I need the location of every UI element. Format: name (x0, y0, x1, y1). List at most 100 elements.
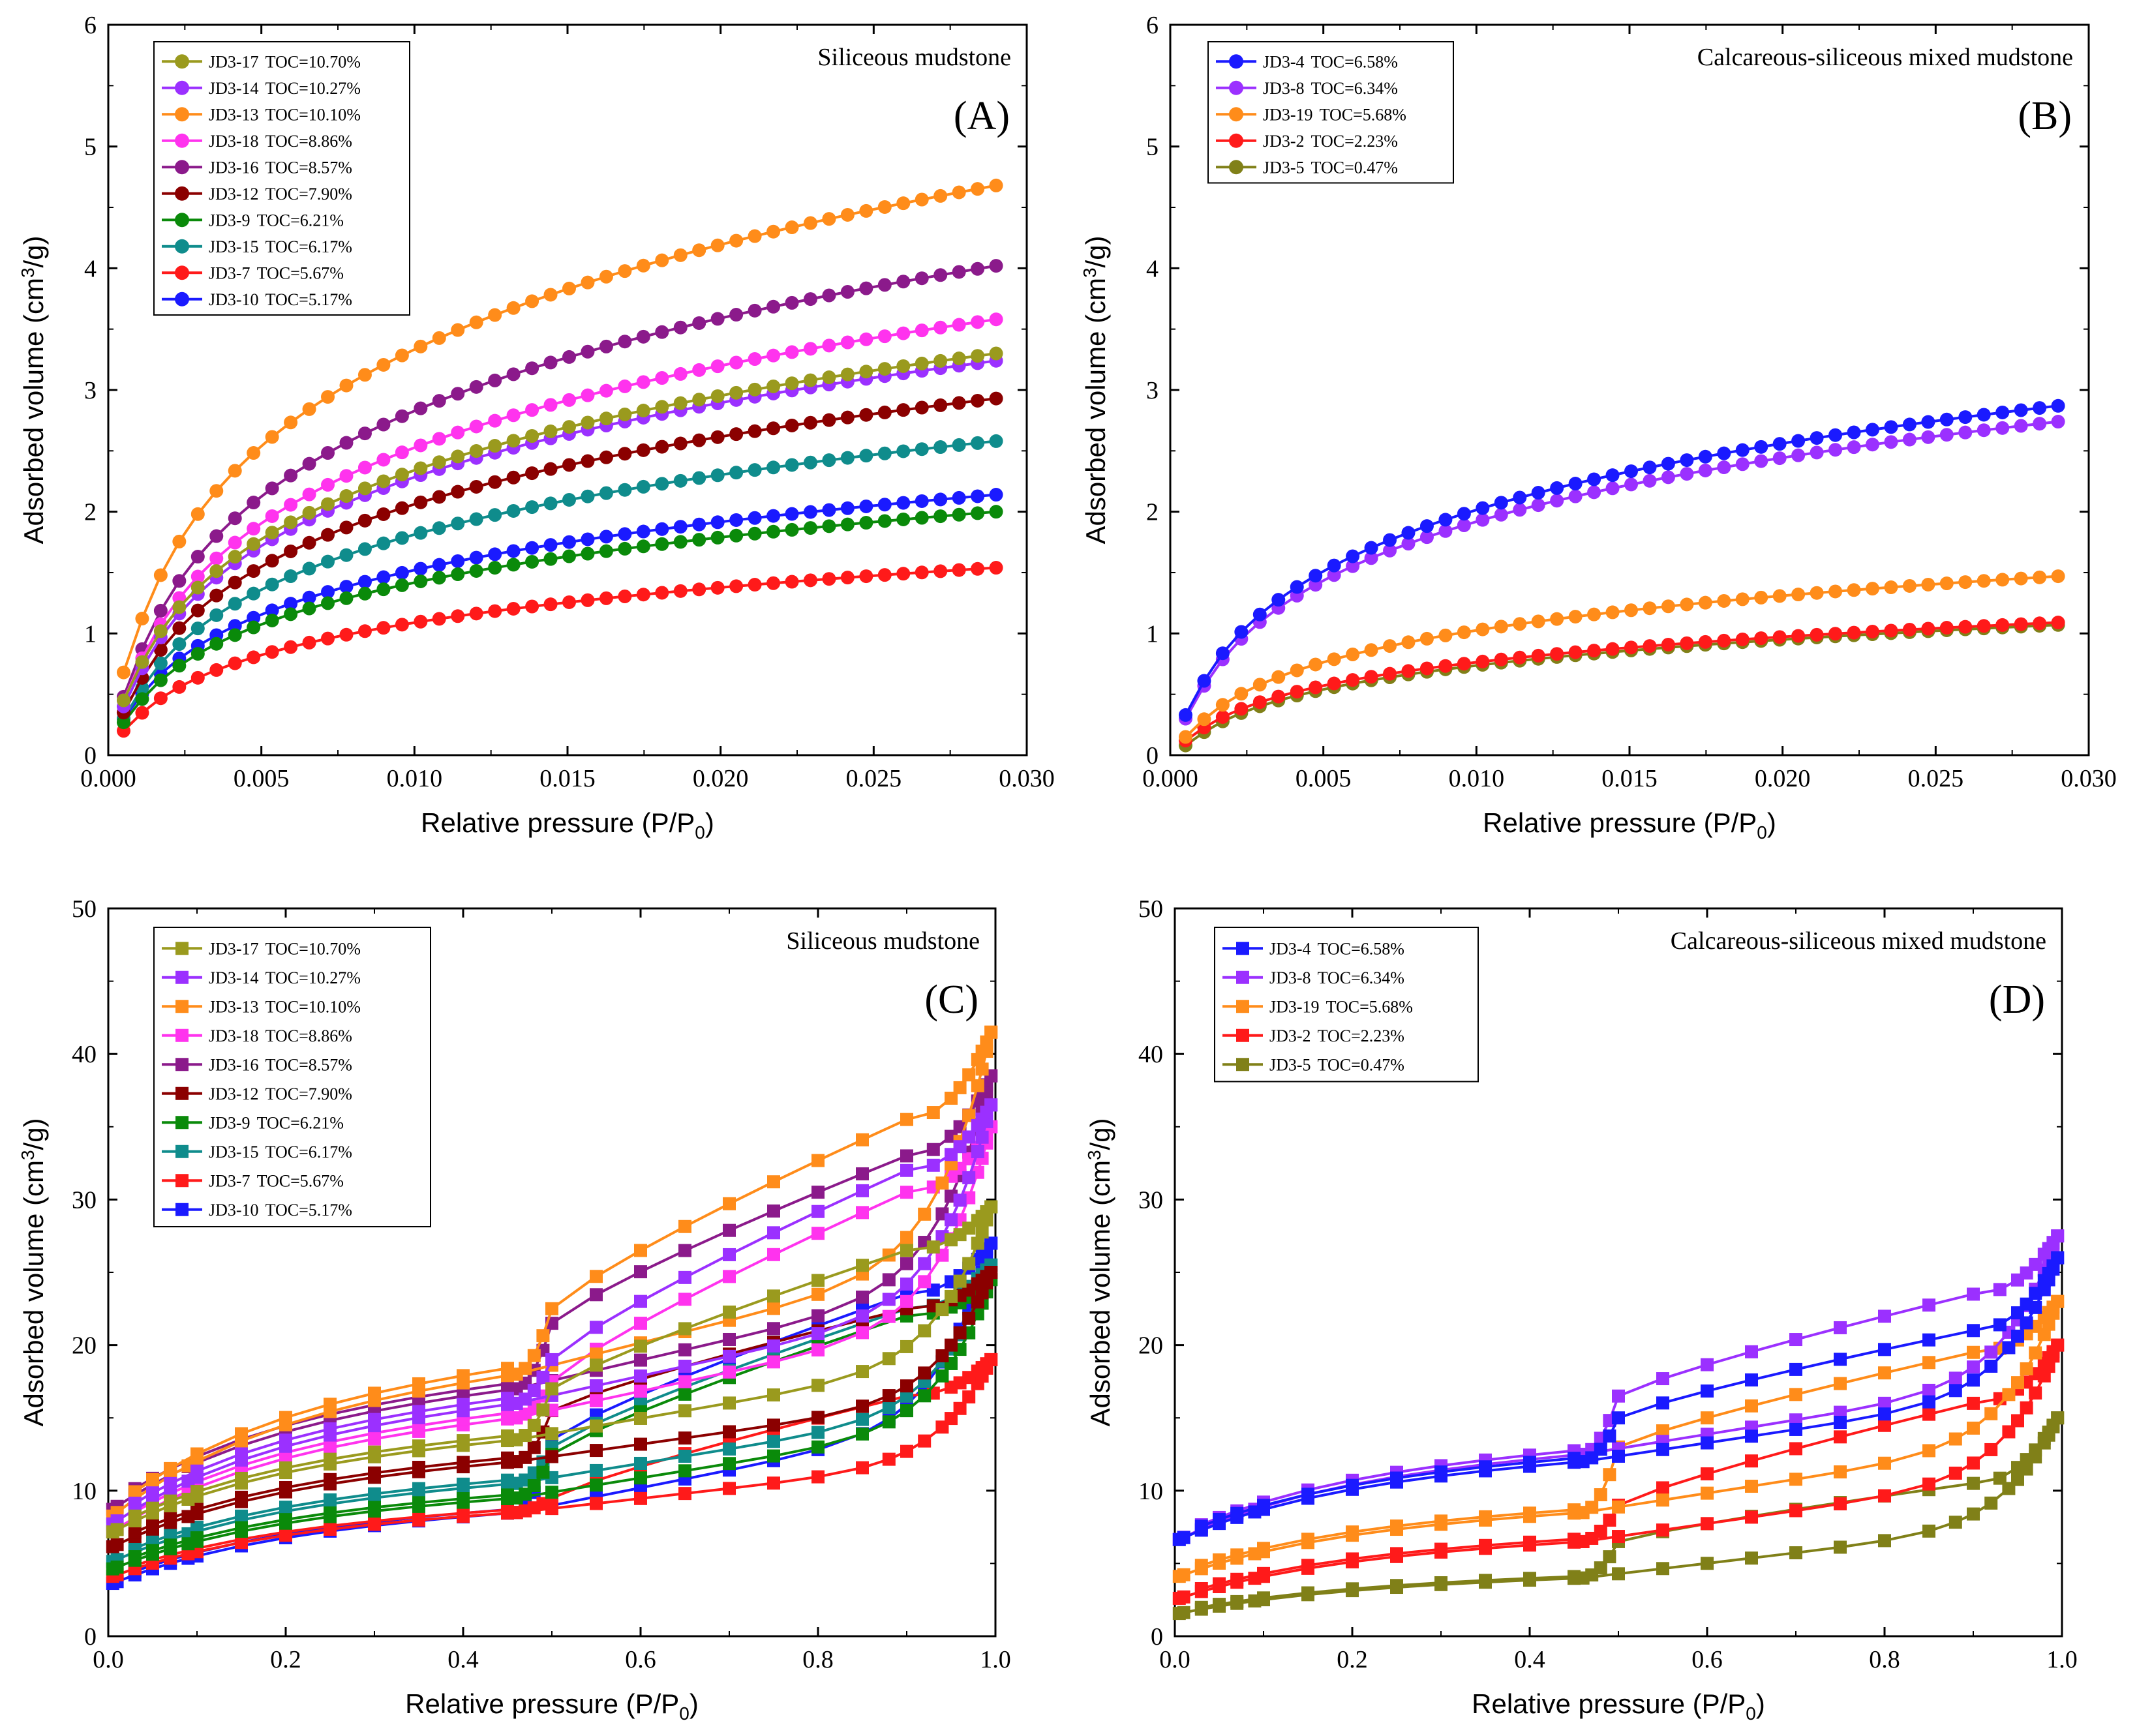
data-point (933, 320, 948, 335)
data-point (527, 1349, 541, 1362)
y-tick-label: 40 (1138, 1041, 1163, 1068)
data-point (146, 1501, 159, 1515)
data-point (1513, 503, 1527, 517)
data-point (1735, 632, 1750, 646)
legend: JD3-4 TOC=6.58% JD3-8 TOC=6.34% JD3-19 TOC=5.… (1207, 41, 1454, 184)
legend-marker (1236, 970, 1249, 984)
data-point (729, 385, 744, 400)
data-point (840, 517, 855, 531)
data-point (748, 229, 762, 243)
data-point (1745, 1399, 1758, 1413)
data-point (1643, 639, 1657, 653)
data-point (599, 339, 613, 353)
legend-item: JD3-14 TOC=10.27% (162, 79, 361, 98)
data-point (1177, 1606, 1190, 1619)
data-point (896, 359, 911, 373)
data-point (692, 393, 706, 407)
data-point (543, 597, 558, 612)
data-point (933, 564, 948, 578)
data-point (945, 1148, 958, 1161)
data-point (1791, 448, 1806, 462)
data-point (432, 455, 446, 470)
data-point (1902, 578, 1917, 593)
data-point (339, 591, 354, 605)
legend-label: JD3-17 TOC=10.70% (209, 939, 361, 958)
data-point (414, 495, 428, 509)
data-point (1834, 1353, 1847, 1366)
data-point (190, 507, 205, 521)
data-point (618, 447, 632, 461)
legend-marker (175, 186, 189, 201)
data-point (678, 1450, 691, 1463)
data-point (634, 1369, 647, 1383)
data-point (1327, 676, 1341, 691)
data-point (1327, 558, 1341, 573)
data-point (1701, 1436, 1714, 1450)
data-point (506, 558, 521, 572)
data-point (451, 449, 465, 464)
data-point (723, 1305, 736, 1319)
data-point (357, 368, 372, 382)
data-point (1346, 648, 1360, 662)
data-point (2033, 401, 2047, 415)
data-point (543, 552, 558, 566)
data-point (1643, 460, 1657, 475)
legend: JD3-17 TOC=10.70% JD3-14 TOC=10.27% JD3-13 TO… (153, 41, 410, 316)
data-point (634, 1353, 647, 1367)
data-point (882, 1401, 896, 1414)
data-point (1680, 636, 1694, 650)
data-point (877, 405, 892, 419)
legend-label: JD3-10 TOC=5.17% (209, 1201, 352, 1220)
x-tick-label: 0.2 (1337, 1646, 1368, 1673)
data-point (525, 361, 539, 376)
data-point (116, 665, 130, 680)
y-tick-label: 3 (84, 377, 97, 404)
y-tick-label: 5 (1146, 134, 1159, 161)
data-point (692, 533, 706, 547)
data-point (678, 1431, 691, 1445)
data-point (918, 1366, 932, 1380)
data-point (856, 1427, 869, 1441)
data-point (1257, 1566, 1270, 1580)
data-point (1745, 1373, 1758, 1387)
data-point (1612, 1567, 1625, 1581)
legend-item: JD3-10 TOC=5.17% (162, 290, 352, 309)
data-point (1977, 574, 1991, 588)
data-point (376, 474, 391, 488)
data-point (678, 1464, 691, 1478)
data-point (935, 1369, 949, 1383)
data-point (414, 574, 428, 588)
data-point (1643, 473, 1657, 488)
data-point (414, 401, 428, 415)
data-point (803, 521, 817, 535)
x-tick-label: 0.020 (1755, 765, 1811, 792)
data-point (900, 1295, 913, 1308)
data-point (877, 329, 892, 344)
data-point (945, 1289, 958, 1303)
data-point (785, 376, 799, 391)
data-point (1234, 702, 1249, 716)
data-point (785, 295, 799, 310)
legend-box (1207, 41, 1454, 184)
x-tick-label: 0.030 (2061, 765, 2117, 792)
y-tick-label: 10 (72, 1478, 97, 1505)
data-point (543, 538, 558, 552)
data-point (723, 1197, 736, 1210)
data-point (1364, 541, 1378, 555)
data-point (457, 1477, 470, 1491)
data-point (581, 275, 595, 290)
data-point (284, 468, 298, 483)
x-tick-label: 0.0 (1159, 1646, 1190, 1673)
data-point (501, 1473, 514, 1487)
data-point (1745, 1345, 1758, 1358)
data-point (2011, 1376, 2024, 1390)
data-point (859, 281, 873, 295)
data-point (634, 1317, 647, 1330)
data-point (918, 1389, 932, 1403)
data-point (900, 1186, 913, 1199)
data-point (469, 563, 483, 578)
data-point (811, 1205, 825, 1218)
data-point (723, 1248, 736, 1261)
data-point (339, 469, 354, 483)
data-point (1745, 1429, 1758, 1443)
